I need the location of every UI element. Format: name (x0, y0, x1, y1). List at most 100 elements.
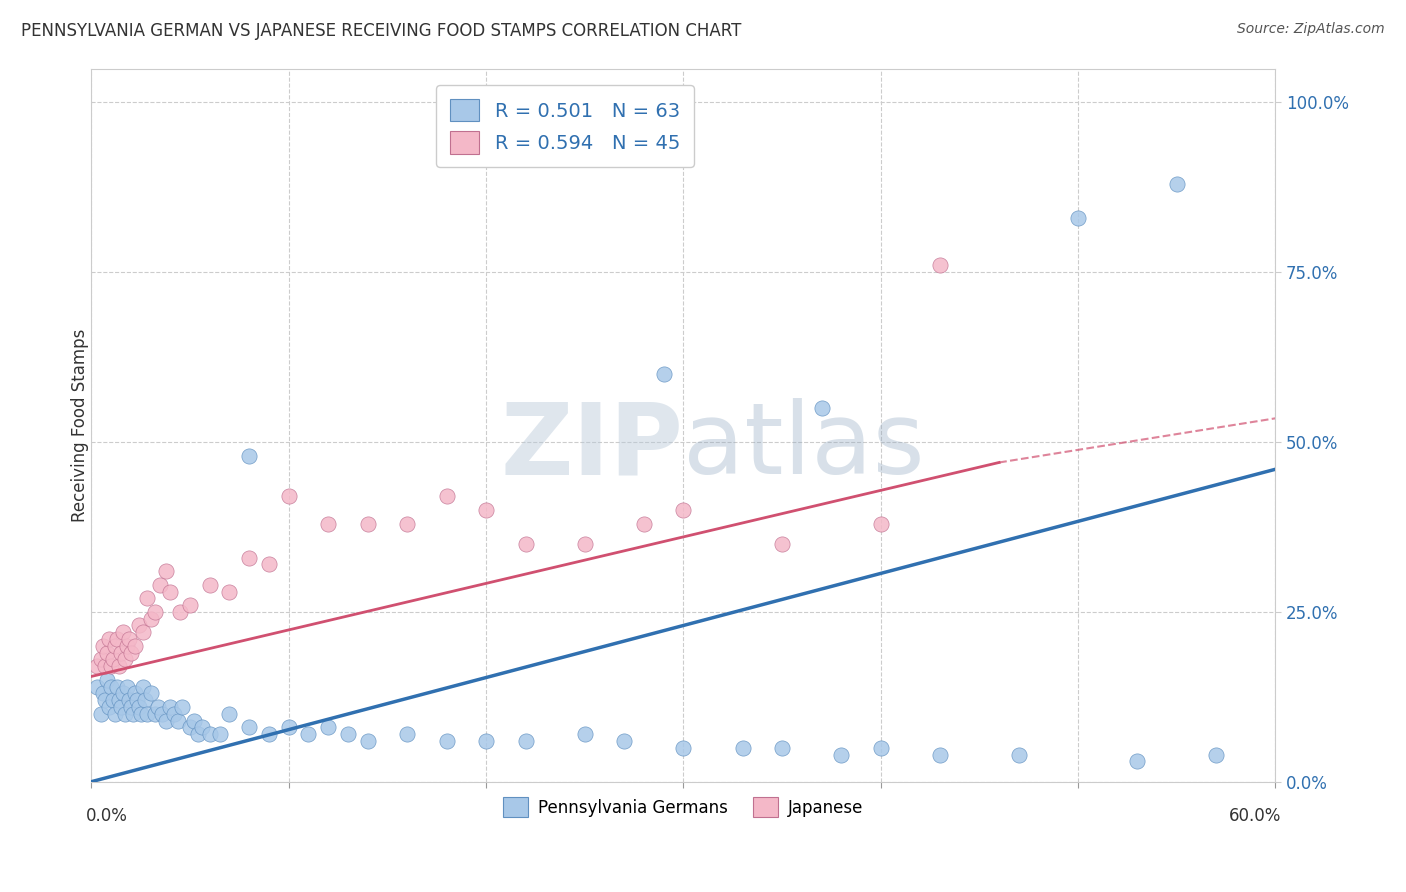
Point (770, 740, 793, 755)
Point (869, 516, 891, 531)
Text: ZIP: ZIP (501, 398, 683, 495)
Point (183, 714, 205, 728)
Point (135, 706, 157, 721)
Point (396, 727, 419, 741)
Point (172, 700, 194, 714)
Point (198, 727, 221, 741)
Point (277, 720, 299, 734)
Point (105, 680, 128, 694)
Point (396, 516, 419, 531)
Point (1126, 755, 1149, 769)
Point (104, 706, 127, 721)
Point (163, 706, 186, 721)
Point (148, 700, 170, 714)
Point (149, 578, 172, 592)
Point (238, 720, 260, 734)
Point (128, 700, 150, 714)
Point (104, 639, 127, 653)
Text: PENNSYLVANIA GERMAN VS JAPANESE RECEIVING FOOD STAMPS CORRELATION CHART: PENNSYLVANIA GERMAN VS JAPANESE RECEIVIN… (21, 22, 741, 40)
Point (101, 693, 124, 707)
Point (129, 706, 152, 721)
Point (515, 537, 537, 551)
Point (115, 639, 138, 653)
Point (124, 639, 146, 653)
Point (198, 578, 221, 592)
Point (187, 727, 209, 741)
Point (208, 727, 231, 741)
Text: Source: ZipAtlas.com: Source: ZipAtlas.com (1237, 22, 1385, 37)
Point (125, 693, 148, 707)
Point (191, 720, 214, 734)
Point (108, 659, 131, 673)
Point (574, 537, 596, 551)
Point (277, 490, 299, 504)
Point (139, 686, 162, 700)
Text: 0.0%: 0.0% (86, 807, 128, 825)
Text: 60.0%: 60.0% (1229, 807, 1281, 825)
Point (238, 550, 260, 565)
Point (94, 659, 117, 673)
Point (111, 625, 134, 640)
Point (128, 618, 150, 632)
Point (238, 449, 260, 463)
Point (155, 564, 177, 578)
Point (94, 693, 117, 707)
Point (131, 625, 153, 640)
Point (436, 490, 458, 504)
Point (218, 706, 240, 721)
Point (135, 591, 157, 606)
Point (124, 686, 146, 700)
Y-axis label: Receiving Food Stamps: Receiving Food Stamps (72, 328, 89, 522)
Point (91, 686, 114, 700)
Point (134, 693, 156, 707)
Point (830, 747, 852, 762)
Point (118, 693, 141, 707)
Point (114, 706, 136, 721)
Legend: Pennsylvania Germans, Japanese: Pennsylvania Germans, Japanese (496, 790, 870, 823)
Point (167, 714, 190, 728)
Point (613, 734, 636, 748)
Point (120, 700, 142, 714)
Point (672, 503, 695, 517)
Point (731, 740, 754, 755)
Point (143, 605, 166, 619)
Text: atlas: atlas (683, 398, 925, 495)
Point (1067, 211, 1090, 225)
Point (356, 516, 378, 531)
Point (96, 673, 118, 687)
Point (121, 706, 143, 721)
Point (179, 598, 201, 612)
Point (101, 652, 124, 666)
Point (152, 706, 174, 721)
Point (515, 734, 537, 748)
Point (652, 367, 675, 381)
Point (120, 646, 142, 660)
Point (98, 700, 121, 714)
Point (475, 734, 498, 748)
Point (118, 632, 141, 646)
Point (91, 639, 114, 653)
Point (86, 680, 108, 694)
Point (131, 680, 153, 694)
Point (810, 401, 832, 416)
Point (100, 680, 122, 694)
Point (96, 646, 118, 660)
Point (316, 720, 339, 734)
Point (108, 693, 131, 707)
Point (475, 503, 498, 517)
Point (297, 727, 319, 741)
Point (929, 259, 952, 273)
Point (90, 652, 112, 666)
Point (139, 612, 162, 626)
Point (770, 537, 793, 551)
Point (159, 584, 181, 599)
Point (86, 659, 108, 673)
Point (929, 747, 952, 762)
Point (257, 727, 280, 741)
Point (90, 706, 112, 721)
Point (114, 652, 136, 666)
Point (100, 659, 122, 673)
Point (155, 714, 177, 728)
Point (633, 516, 655, 531)
Point (105, 632, 128, 646)
